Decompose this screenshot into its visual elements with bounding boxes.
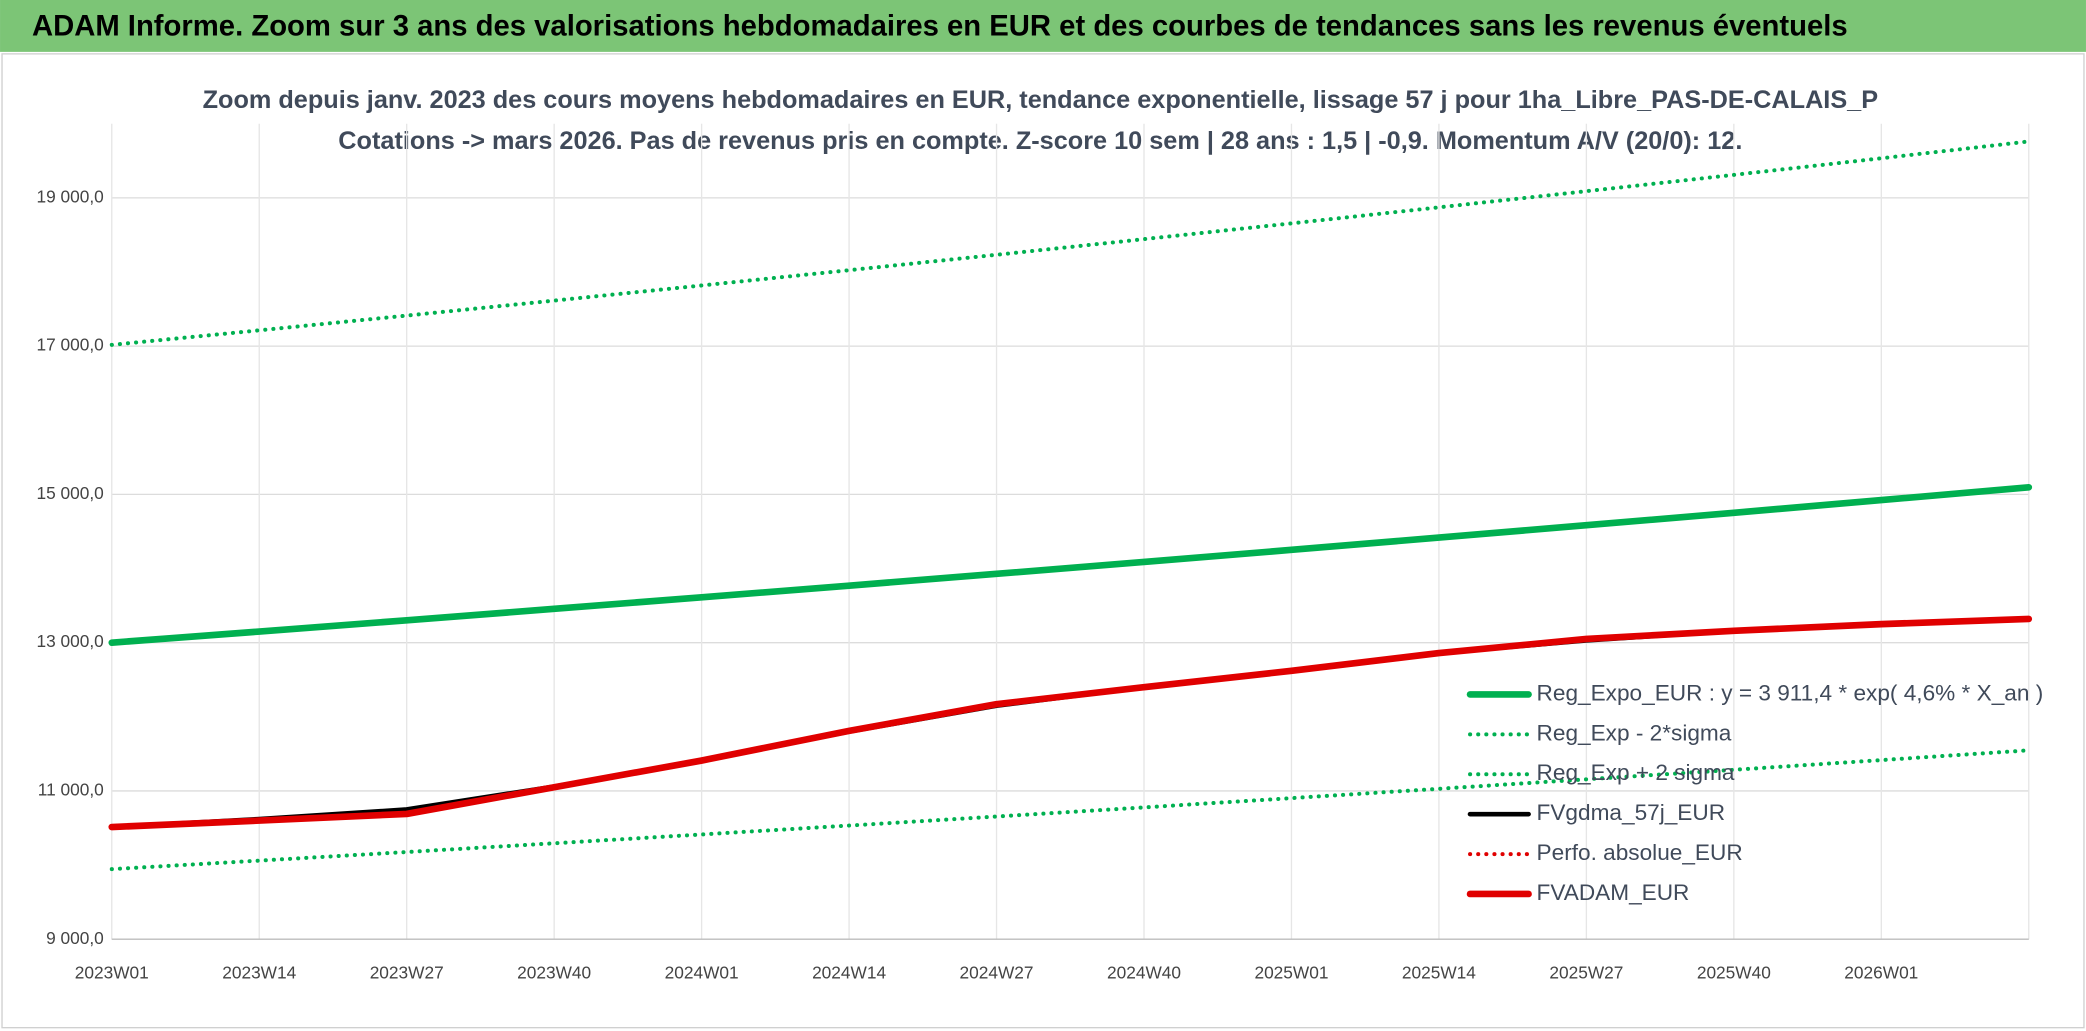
y-tick-label: 19 000,0 xyxy=(37,186,104,206)
legend-label: Reg_Expo_EUR : y = 3 911,4 * exp( 4,6% *… xyxy=(1537,680,2044,705)
series-line xyxy=(109,139,2031,347)
y-tick-label: 9 000,0 xyxy=(46,928,104,948)
grid: 9 000,0 11 000,0 13 000,0 15 000,0 17 000,0 1… xyxy=(37,123,2030,982)
legend-label: Perfo. absolue_EUR xyxy=(1537,840,1743,865)
legend-label: Reg_Exp + 2 sigma xyxy=(1537,760,1735,785)
x-tick-label: 2023W01 xyxy=(75,962,149,982)
y-tick-label: 17 000,0 xyxy=(37,335,104,355)
y-tick-label: 11 000,0 xyxy=(38,779,104,799)
chart-title: Zoom depuis janv. 2023 des cours moyens … xyxy=(203,86,1879,114)
x-tick-label: 2026W01 xyxy=(1844,962,1918,982)
x-tick-label: 2024W40 xyxy=(1107,962,1181,982)
x-tick-label: 2023W40 xyxy=(517,962,591,982)
x-tick-label: 2025W40 xyxy=(1697,962,1771,982)
y-tick-label: 15 000,0 xyxy=(37,483,104,503)
x-tick-label: 2024W27 xyxy=(960,962,1034,982)
x-tick-label: 2025W01 xyxy=(1254,962,1328,982)
chart-border xyxy=(1,53,2085,1029)
series-line xyxy=(108,483,2033,646)
chart-subtitle: Cotations -> mars 2026. Pas de revenus p… xyxy=(338,127,1742,155)
lines xyxy=(108,139,2033,872)
header-bar xyxy=(0,0,2086,52)
x-tick-label: 2023W27 xyxy=(370,962,444,982)
x-tick-label: 2025W27 xyxy=(1549,962,1623,982)
legend-label: FVgdma_57j_EUR xyxy=(1537,800,1726,825)
series-line xyxy=(108,615,2033,831)
header-title: ADAM Informe. Zoom sur 3 ans des valoris… xyxy=(32,11,1848,43)
x-tick-label: 2023W14 xyxy=(222,962,296,982)
y-tick-label: 13 000,0 xyxy=(37,631,104,651)
legend-label: Reg_Exp - 2*sigma xyxy=(1537,720,1732,745)
legend-label: FVADAM_EUR xyxy=(1537,880,1690,905)
x-tick-label: 2024W14 xyxy=(812,962,886,982)
legend: Reg_Expo_EUR : y = 3 911,4 * exp( 4,6% *… xyxy=(1466,680,2044,905)
x-tick-label: 2025W14 xyxy=(1402,962,1476,982)
series-line xyxy=(109,748,2031,872)
x-tick-label: 2024W01 xyxy=(665,962,739,982)
